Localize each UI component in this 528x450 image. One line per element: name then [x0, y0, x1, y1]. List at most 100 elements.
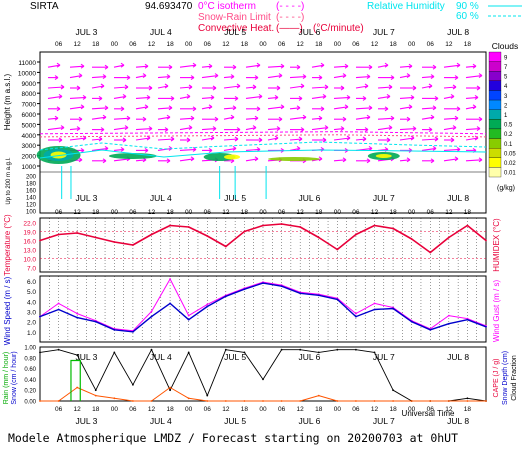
temperature-line-point: [187, 226, 190, 228]
rain-line-point: [94, 394, 97, 397]
wind-arrow-head: [430, 158, 435, 164]
wind-arrow-head: [454, 115, 459, 121]
wind-arrow-head: [456, 106, 461, 112]
cloud-blob: [375, 154, 392, 158]
wind-arrow-head: [142, 116, 147, 122]
top-hour-label: 18: [241, 41, 249, 48]
temperature-tick-label: 7.0: [27, 266, 36, 273]
height-tick-label: 3000: [22, 143, 37, 150]
wind-arrow: [311, 117, 323, 120]
isotherm-line: [39, 131, 487, 135]
wind-arrow-head: [210, 94, 215, 100]
wind-arrow-head: [120, 62, 125, 68]
wind-speed-line-point: [57, 308, 60, 311]
clouds-swatch: [488, 157, 502, 168]
legend-snow-rain: Snow-Rain Limit: [198, 12, 271, 23]
temperature-line-point: [206, 235, 209, 237]
wind-arrow-head: [192, 62, 197, 68]
wind-arrow-head: [168, 105, 173, 111]
wind-arrow: [443, 117, 459, 120]
wind-arrow: [91, 107, 109, 110]
wind-arrow: [179, 127, 193, 131]
wind-arrow-head: [230, 74, 235, 80]
height-low-tick-label: 180: [26, 182, 37, 188]
wind-arrow-head: [298, 136, 303, 142]
wind-arrow-head: [166, 114, 171, 120]
wind-gust-line-point: [373, 302, 376, 305]
legend-convective-unit: (°C/minute): [313, 23, 364, 34]
clouds-level-label: 9: [504, 55, 508, 61]
rain-top-day-label: JUL 4: [150, 352, 172, 362]
legend-rh-60: 60 %: [456, 11, 479, 22]
cloud-fraction-line-point: [187, 351, 190, 354]
wind-arrow-head: [82, 94, 87, 100]
wind-gust-line-point: [169, 278, 171, 280]
wind-arrow: [267, 128, 281, 131]
universal-time-label: Universal Time: [402, 409, 455, 418]
wind-arrow: [399, 96, 415, 99]
wind-arrow-head: [476, 85, 481, 91]
wind-arrow-head: [450, 93, 455, 99]
height-low-tick-label: 100: [26, 210, 37, 216]
height-ylabel: Height (m a.s.l.): [3, 73, 12, 130]
wind-arrow: [47, 95, 63, 99]
wind-arrow-head: [58, 137, 63, 143]
wind-arrow-head: [80, 104, 85, 110]
clouds-level-label: 7: [504, 65, 508, 71]
clouds-swatch: [488, 51, 502, 62]
wind-arrow-head: [78, 157, 83, 163]
clouds-level-label: 0.2: [504, 132, 513, 138]
wind-arrow: [69, 96, 87, 99]
temperature-line-point: [132, 244, 134, 246]
wind-arrow: [223, 116, 235, 120]
rain-ylabel: Rain (mm / hour): [3, 352, 10, 405]
wind-speed-ylabel: Wind Speed (m / s): [3, 276, 12, 345]
rain-bottom-hour-label: 18: [241, 406, 249, 413]
wind-arrow-head: [342, 157, 347, 163]
wind-arrow-head: [366, 74, 371, 80]
wind-tick-label: 4.0: [27, 299, 36, 306]
wind-arrow-head: [452, 125, 457, 131]
wind-arrow-head: [302, 74, 307, 80]
wind-arrow-head: [148, 85, 153, 91]
wind-arrow-head: [384, 106, 389, 112]
wind-arrow: [443, 127, 457, 131]
temperature-line-point: [392, 227, 394, 230]
wind-arrow: [421, 85, 433, 89]
wind-arrow: [223, 147, 237, 151]
rain-line-point: [392, 400, 394, 402]
rain-bottom-day-label: JUL 7: [373, 416, 395, 426]
wind-speed-line-point: [429, 328, 432, 331]
rain-line-point: [262, 400, 264, 402]
wind-arrow: [311, 95, 327, 99]
wind-arrow-head: [236, 127, 241, 133]
wind-arrow: [47, 117, 59, 120]
wind-arrow: [113, 64, 125, 68]
cloud-blob: [50, 151, 67, 159]
wind-arrow: [421, 107, 437, 110]
cloud-fraction-line-point: [466, 397, 469, 400]
wind-arrow-head: [56, 106, 61, 112]
rain-bottom-hour-label: 06: [278, 406, 286, 413]
rain-tick-label: 0.00: [24, 400, 36, 406]
wind-arrow: [245, 95, 263, 99]
cloud-fraction-line-point: [299, 348, 302, 351]
wind-arrow-head: [210, 135, 215, 141]
wind-arrow-head: [236, 83, 241, 89]
wind-arrow: [465, 159, 483, 162]
top-hour-label: 18: [389, 41, 397, 48]
temperature-line-point: [410, 238, 413, 240]
wind-arrow-head: [410, 94, 415, 100]
wind-arrow: [421, 76, 435, 79]
top-day-label: JUL 7: [373, 27, 395, 37]
wind-arrow-head: [208, 104, 213, 110]
wind-arrow-head: [452, 84, 457, 90]
rain-line-point: [280, 400, 283, 402]
height-bottom-day-label: JUL 6: [299, 193, 321, 203]
temperature-line-point: [169, 224, 171, 227]
wind-arrow: [377, 64, 389, 68]
rain-bottom-hour-label: 06: [204, 406, 212, 413]
wind-arrow: [179, 158, 195, 162]
legend-rh: Relative Humidity: [367, 1, 445, 12]
clouds-swatch: [488, 61, 502, 72]
